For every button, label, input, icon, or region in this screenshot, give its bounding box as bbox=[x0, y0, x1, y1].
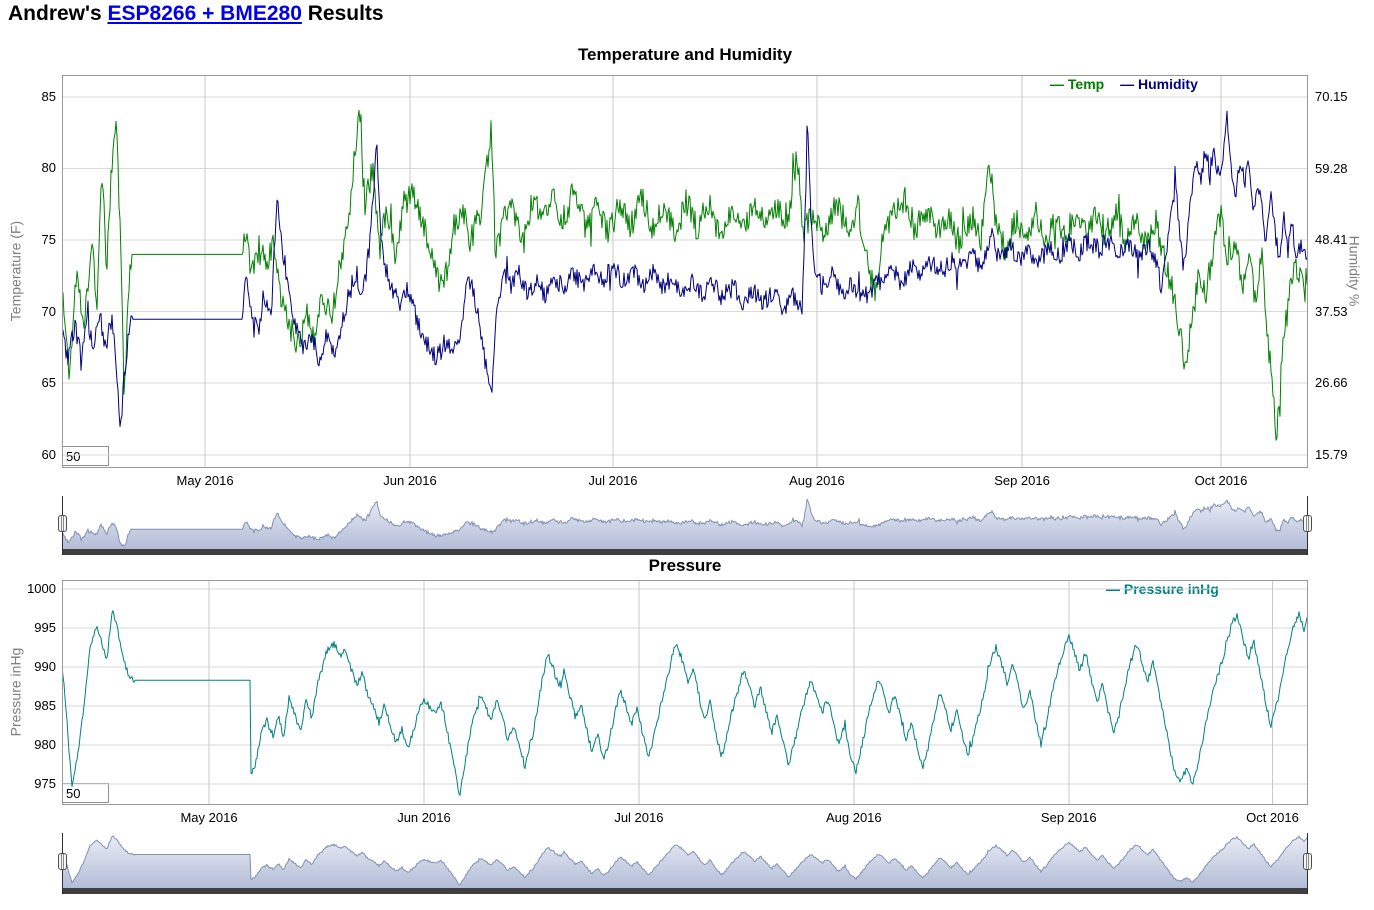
navigator-axis-bar[interactable] bbox=[62, 888, 1308, 894]
legend-dash-icon: — bbox=[1050, 76, 1064, 92]
legend-temperature-humidity: — Temp — Humidity bbox=[1050, 76, 1198, 92]
range-selector-right-handle[interactable] bbox=[1303, 852, 1312, 870]
pressure-range-selector[interactable] bbox=[62, 833, 1308, 888]
legend-item-humidity: — Humidity bbox=[1120, 76, 1198, 92]
legend-label-temp: Temp bbox=[1067, 76, 1105, 92]
y-axis-tick-label: 60 bbox=[41, 446, 56, 462]
legend-item-temp: — Temp bbox=[1050, 76, 1104, 92]
y-axis-tick-label: 990 bbox=[34, 658, 56, 674]
navigator-axis-bar[interactable] bbox=[62, 549, 1308, 555]
pressure-inhg-series-line bbox=[62, 610, 1308, 796]
chart-title-temperature-humidity: Temperature and Humidity bbox=[577, 45, 793, 64]
navigator-area bbox=[62, 836, 1308, 888]
y2-axis-title-humidity: Humidity % bbox=[1346, 235, 1363, 307]
y-axis-title-pressure: Pressure inHg bbox=[7, 647, 24, 737]
x-axis-tick-label: May 2016 bbox=[180, 810, 238, 825]
esp8266-bme280-link[interactable]: ESP8266 + BME280 bbox=[107, 2, 302, 25]
page-title-suffix: Results bbox=[301, 2, 384, 25]
range-selector-left-handle[interactable] bbox=[58, 514, 67, 532]
x-axis-tick-label: Jun 2016 bbox=[397, 810, 451, 825]
y2-axis-tick-label: 37.53 bbox=[1315, 303, 1348, 319]
range-selector-left-handle[interactable] bbox=[58, 852, 67, 870]
plot-border bbox=[62, 580, 1308, 805]
y2-axis-tick-label: 48.41 bbox=[1315, 232, 1348, 248]
plot-border bbox=[62, 75, 1308, 468]
y-axis-tick-label: 80 bbox=[41, 160, 56, 176]
range-selector-right-handle[interactable] bbox=[1303, 514, 1312, 532]
y-axis-tick-label: 65 bbox=[41, 375, 56, 391]
legend-dash-icon: — bbox=[1120, 76, 1135, 92]
x-axis-tick-label: Oct 2016 bbox=[1246, 810, 1299, 825]
y-axis-tick-label: 985 bbox=[34, 697, 56, 713]
chart-title-pressure: Pressure bbox=[648, 556, 722, 575]
y-axis-tick-label: 980 bbox=[34, 737, 56, 752]
x-axis-tick-label: Sep 2016 bbox=[994, 473, 1050, 488]
x-axis-tick-label: Jun 2016 bbox=[383, 473, 437, 488]
y2-axis-tick-label: 26.66 bbox=[1315, 375, 1348, 391]
x-axis-tick-label: Jul 2016 bbox=[614, 810, 664, 825]
navigator-line bbox=[62, 835, 1308, 886]
pressure-plot[interactable] bbox=[62, 580, 1308, 805]
humidity-series-line bbox=[62, 110, 1308, 427]
temperature-humidity-range-selector[interactable] bbox=[62, 496, 1308, 549]
page-title-prefix: Andrew's bbox=[8, 2, 108, 25]
y-axis-tick-label: 85 bbox=[41, 88, 56, 104]
y-axis-tick-label: 75 bbox=[41, 232, 56, 248]
x-axis-tick-label: Oct 2016 bbox=[1194, 473, 1248, 488]
temperature-humidity-plot[interactable] bbox=[62, 75, 1308, 468]
x-axis-tick-label: May 2016 bbox=[176, 473, 234, 488]
navigator-line bbox=[62, 498, 1308, 547]
y2-axis-tick-label: 59.28 bbox=[1315, 160, 1348, 176]
y2-axis-tick-label: 70.15 bbox=[1315, 89, 1348, 105]
y-axis-tick-label: 975 bbox=[34, 776, 56, 791]
y-axis-tick-label: 70 bbox=[41, 303, 56, 319]
y2-axis-tick-label: 15.79 bbox=[1315, 446, 1348, 462]
y-axis-tick-label: 1000 bbox=[27, 580, 56, 596]
page-title: Andrew's ESP8266 + BME280 Results bbox=[8, 2, 384, 26]
x-axis-tick-label: Aug 2016 bbox=[789, 473, 845, 488]
navigator-area bbox=[62, 499, 1308, 549]
x-axis-tick-label: Sep 2016 bbox=[1040, 810, 1097, 825]
temp-series-line bbox=[62, 109, 1308, 441]
y-axis-tick-label: 995 bbox=[34, 619, 56, 635]
legend-label-humidity: Humidity bbox=[1137, 76, 1198, 92]
x-axis-tick-label: Aug 2016 bbox=[825, 810, 882, 825]
y-axis-title-temperature: Temperature (F) bbox=[7, 220, 24, 322]
x-axis-tick-label: Jul 2016 bbox=[588, 473, 638, 488]
